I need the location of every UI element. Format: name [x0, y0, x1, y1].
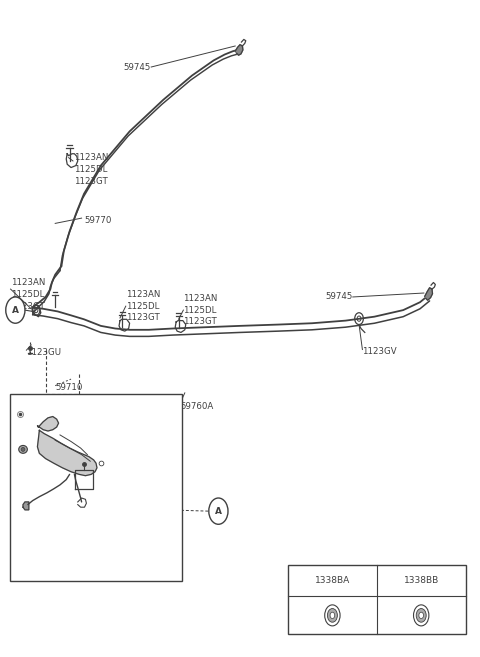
Circle shape — [416, 608, 426, 622]
Text: 59750A: 59750A — [30, 516, 63, 525]
Text: 1125DL: 1125DL — [74, 165, 108, 174]
Text: 1125DL: 1125DL — [11, 290, 44, 299]
Bar — [10, 394, 182, 581]
Circle shape — [6, 297, 25, 323]
Circle shape — [413, 605, 429, 626]
Circle shape — [330, 612, 335, 618]
Text: 1125DL: 1125DL — [183, 306, 217, 315]
Text: A: A — [215, 507, 222, 516]
Text: 59710: 59710 — [55, 383, 83, 392]
Circle shape — [209, 498, 228, 524]
Text: 1231DB: 1231DB — [109, 463, 144, 472]
Circle shape — [327, 608, 337, 622]
Text: A: A — [12, 306, 19, 315]
Text: 1338BA: 1338BA — [311, 591, 344, 600]
Text: 1338BB: 1338BB — [392, 591, 426, 600]
Polygon shape — [235, 45, 243, 55]
Text: 1123GT: 1123GT — [11, 302, 44, 311]
Text: 1123GV: 1123GV — [362, 347, 397, 356]
Text: 1123AN: 1123AN — [74, 153, 109, 162]
Text: 1123GT: 1123GT — [74, 177, 108, 186]
Ellipse shape — [21, 447, 25, 451]
Text: 1123AN: 1123AN — [183, 294, 218, 303]
Text: 1123AN: 1123AN — [126, 290, 160, 299]
Circle shape — [324, 605, 340, 626]
Bar — [288, 565, 466, 634]
Text: 1123AN: 1123AN — [11, 278, 45, 287]
Polygon shape — [425, 288, 432, 300]
Text: 59770: 59770 — [84, 215, 111, 225]
Polygon shape — [23, 502, 29, 510]
Polygon shape — [37, 430, 97, 476]
Circle shape — [419, 612, 423, 618]
Ellipse shape — [19, 445, 27, 453]
Text: 59745: 59745 — [325, 292, 353, 302]
Text: 59745: 59745 — [124, 62, 151, 72]
Text: 1123GT: 1123GT — [183, 317, 217, 327]
Text: 59760A: 59760A — [180, 401, 213, 411]
Text: 1123GT: 1123GT — [126, 313, 159, 323]
Text: 93830: 93830 — [82, 480, 109, 489]
Polygon shape — [37, 417, 59, 431]
Text: 1125DL: 1125DL — [126, 302, 159, 311]
Text: 1338BB: 1338BB — [404, 576, 439, 585]
Text: 1338BA: 1338BA — [315, 576, 350, 585]
Text: 1123GU: 1123GU — [26, 348, 61, 357]
